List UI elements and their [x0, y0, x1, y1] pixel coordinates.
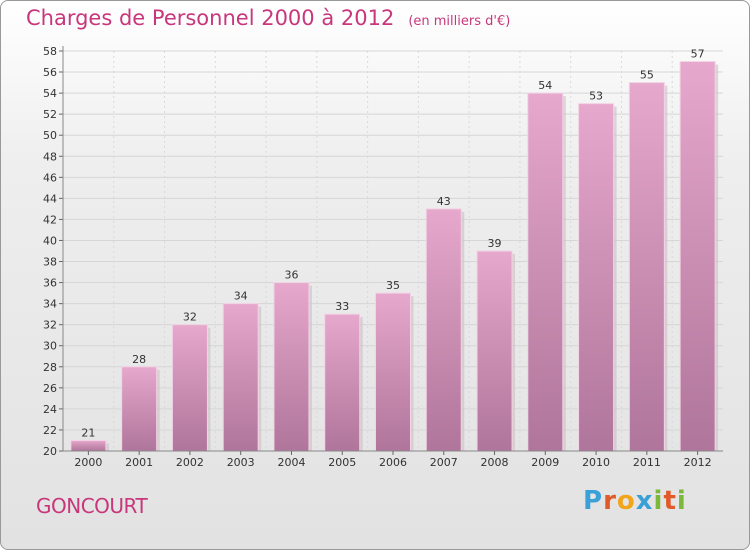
y-tick-label: 30 — [43, 340, 57, 353]
y-tick-label: 26 — [43, 382, 57, 395]
x-tick-label: 2006 — [379, 456, 407, 469]
bar-value-label: 39 — [488, 237, 502, 250]
bar-value-label: 43 — [437, 195, 451, 208]
y-tick-label: 28 — [43, 361, 57, 374]
bar-value-label: 55 — [640, 69, 654, 82]
bar — [375, 292, 411, 452]
y-tick-label: 42 — [43, 213, 57, 226]
bar-value-label: 35 — [386, 279, 400, 292]
bar — [679, 61, 716, 452]
y-tick-label: 40 — [43, 234, 57, 247]
y-tick-label: 44 — [43, 192, 57, 205]
bar — [578, 103, 615, 452]
y-tick-label: 58 — [43, 45, 57, 58]
logo-letter: i — [676, 486, 687, 516]
logo-letter: r — [603, 486, 617, 516]
bar-value-label: 28 — [132, 353, 146, 366]
y-tick-label: 46 — [43, 171, 57, 184]
bar-value-label: 32 — [183, 311, 197, 324]
bar-value-label: 54 — [538, 79, 552, 92]
x-tick-label: 2012 — [684, 456, 712, 469]
y-tick-label: 22 — [43, 424, 57, 437]
y-tick-label: 38 — [43, 256, 57, 269]
proxiti-logo[interactable]: Proxiti — [583, 486, 687, 516]
bar-value-label: 57 — [691, 48, 705, 61]
x-tick-label: 2002 — [176, 456, 204, 469]
bar — [324, 313, 361, 452]
y-tick-label: 34 — [43, 298, 57, 311]
bar-value-label: 53 — [589, 90, 603, 103]
bar — [171, 324, 208, 452]
bar-value-label: 36 — [284, 269, 298, 282]
y-tick-label: 20 — [43, 445, 57, 458]
x-tick-label: 2003 — [227, 456, 255, 469]
y-tick-label: 50 — [43, 129, 57, 142]
x-tick-label: 2001 — [125, 456, 153, 469]
bar — [628, 82, 665, 452]
x-tick-label: 2000 — [74, 456, 102, 469]
bar — [527, 92, 564, 452]
y-tick-label: 24 — [43, 403, 57, 416]
logo-letter: i — [653, 486, 664, 516]
x-tick-label: 2008 — [481, 456, 509, 469]
y-tick-label: 32 — [43, 319, 57, 332]
city-name: GONCOURT — [36, 494, 148, 518]
y-tick-label: 48 — [43, 150, 57, 163]
y-tick-label: 52 — [43, 108, 57, 121]
x-tick-label: 2007 — [430, 456, 458, 469]
bar — [70, 439, 107, 452]
bar — [425, 208, 462, 452]
y-tick-label: 36 — [43, 277, 57, 290]
bar-value-label: 33 — [335, 300, 349, 313]
y-tick-label: 54 — [43, 87, 57, 100]
logo-letter: t — [663, 486, 677, 516]
logo-letter: P — [583, 486, 604, 516]
logo-letter: o — [616, 486, 636, 516]
bar-value-label: 34 — [234, 290, 248, 303]
bar — [222, 303, 259, 452]
chart-subtitle: (en milliers d'€) — [408, 14, 511, 29]
bar — [121, 366, 158, 452]
x-tick-label: 2005 — [328, 456, 356, 469]
logo-letter: x — [635, 486, 654, 516]
bar-value-label: 21 — [81, 426, 95, 439]
bars: 21 28 32 34 36 33 35 43 39 54 53 55 57 — [70, 48, 719, 452]
x-tick-label: 2011 — [633, 456, 661, 469]
x-tick-label: 2009 — [531, 456, 559, 469]
bar — [476, 250, 513, 452]
chart-title-main: Charges de Personnel 2000 à 2012 — [26, 6, 395, 30]
axes: 20 22 24 26 28 30 32 34 36 38 40 42 44 46 48 50 52 54 56 58… — [43, 45, 723, 469]
chart-title: Charges de Personnel 2000 à 2012 (en mill… — [26, 6, 510, 30]
x-tick-label: 2010 — [582, 456, 610, 469]
y-tick-label: 56 — [43, 66, 57, 79]
x-tick-label: 2004 — [277, 456, 305, 469]
bar — [273, 282, 310, 452]
